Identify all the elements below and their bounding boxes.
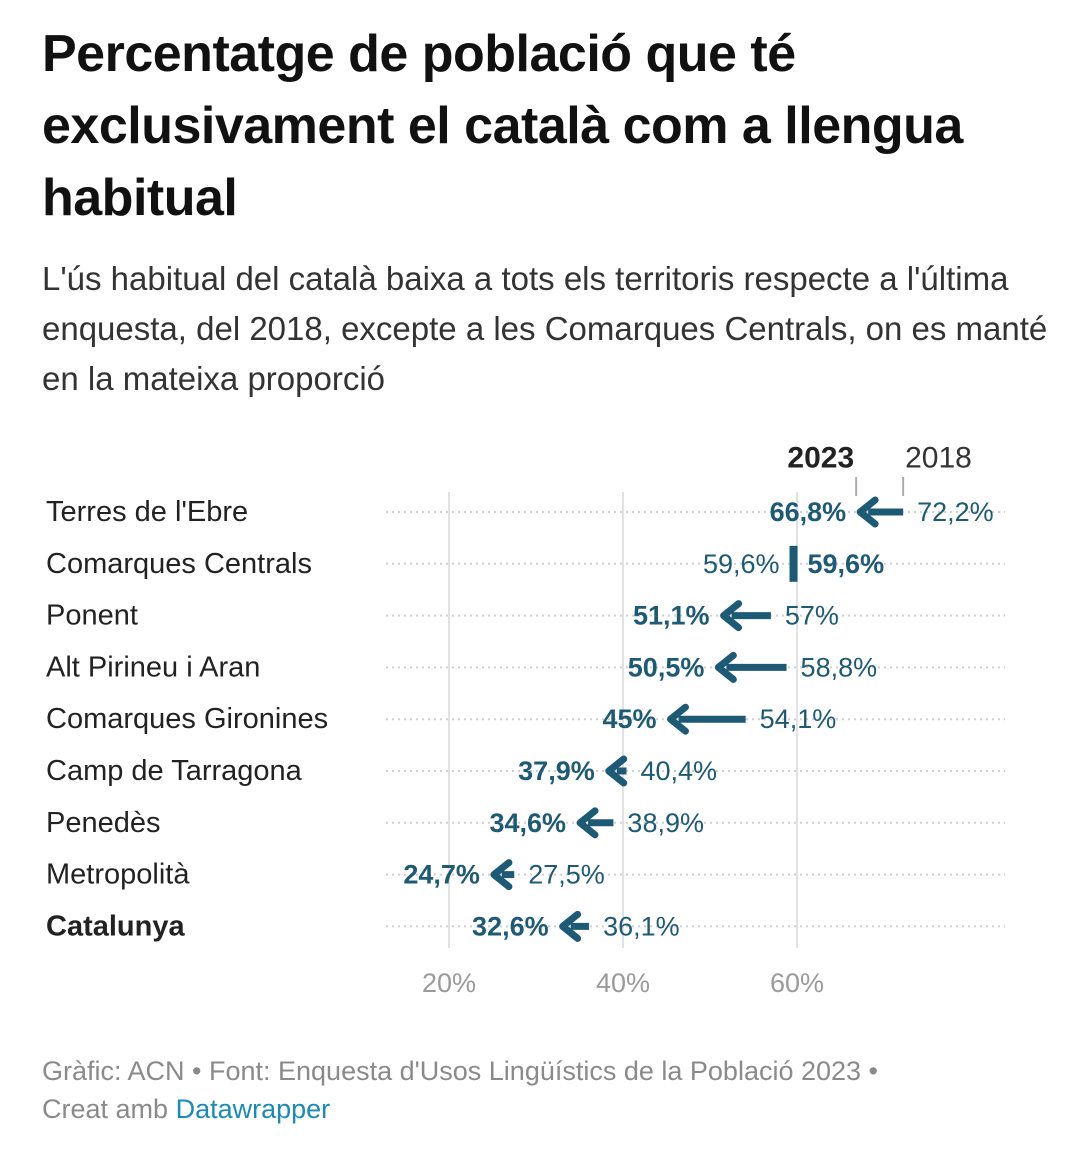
footer-source: Gràfic: ACN • Font: Enquesta d'Usos Ling… [42, 1056, 878, 1086]
arrow-head [856, 496, 879, 528]
label-2018: 57% [785, 601, 839, 631]
arrow-head [720, 600, 743, 632]
category-label: Comarques Gironines [46, 703, 328, 735]
label-2018: 38,9% [627, 808, 704, 838]
x-tick-label: 20% [422, 968, 476, 998]
category-label: Alt Pirineu i Aran [46, 651, 260, 683]
arrow-head [559, 910, 582, 942]
label-2023: 51,1% [633, 601, 710, 631]
footer-credit: Creat amb Datawrapper [42, 1090, 1042, 1128]
arrow-head [605, 755, 628, 787]
label-2018: 36,1% [603, 911, 680, 941]
label-2023: 32,6% [472, 911, 549, 941]
series-label-2023: 2023 [787, 442, 854, 475]
category-label: Penedès [46, 807, 161, 839]
label-2018: 72,2% [917, 497, 994, 527]
label-2023: 50,5% [628, 652, 705, 682]
arrow-chart: 20% 40% 60% 2023 2018 Terres de l'Ebre 66,8% 72… [46, 442, 1005, 998]
label-2023: 45% [602, 704, 656, 734]
label-2018: 58,8% [801, 652, 878, 682]
x-tick-label: 40% [596, 968, 650, 998]
label-2023: 34,6% [489, 808, 566, 838]
category-label: Ponent [46, 600, 138, 632]
footer-made-with: Creat amb [42, 1094, 169, 1124]
label-2023: 66,8% [770, 497, 847, 527]
label-2023: 24,7% [403, 860, 480, 890]
arrow-head [490, 859, 513, 891]
no-change-mark [789, 545, 798, 582]
chart-footer: Gràfic: ACN • Font: Enquesta d'Usos Ling… [42, 1052, 1042, 1128]
label-2018: 54,1% [760, 704, 837, 734]
category-label: Camp de Tarragona [46, 755, 303, 787]
arrow-head [576, 807, 599, 839]
category-label: Metropolità [46, 859, 190, 891]
arrow-head [667, 703, 689, 735]
label-2023: 59,6% [808, 549, 885, 579]
category-label: Comarques Centrals [46, 548, 312, 580]
datawrapper-link[interactable]: Datawrapper [175, 1094, 331, 1124]
label-2018: 40,4% [640, 756, 717, 786]
label-2018: 27,5% [528, 860, 605, 890]
series-label-2018: 2018 [905, 442, 972, 475]
arrow-head [714, 651, 737, 683]
chart-title: Percentatge de població que té exclusiva… [42, 25, 963, 227]
chart-subtitle: L'ús habitual del català baixa a tots el… [42, 260, 1048, 397]
label-2018: 59,6% [703, 549, 780, 579]
category-label: Catalunya [46, 910, 185, 942]
x-tick-label: 60% [770, 968, 824, 998]
category-label: Terres de l'Ebre [46, 496, 248, 528]
label-2023: 37,9% [518, 756, 595, 786]
